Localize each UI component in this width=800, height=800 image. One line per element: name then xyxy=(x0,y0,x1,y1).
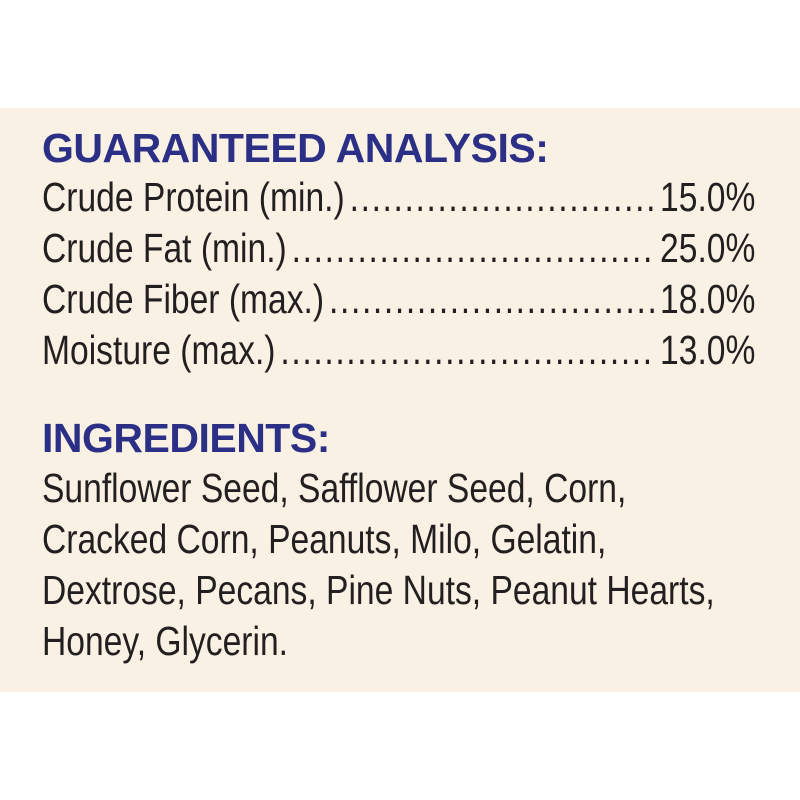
ingredients-line: Dextrose, Pecans, Pine Nuts, Peanut Hear… xyxy=(42,567,715,613)
row-value: 18.0% xyxy=(660,276,756,322)
ingredients-line: Cracked Corn, Peanuts, Milo, Gelatin, xyxy=(42,516,607,562)
row-value: 15.0% xyxy=(660,174,756,220)
ingredients-line: Sunflower Seed, Safflower Seed, Corn, xyxy=(42,465,627,511)
row-value: 25.0% xyxy=(660,225,756,271)
row-value: 13.0% xyxy=(660,327,756,373)
dot-leader xyxy=(350,172,656,223)
analysis-table: Crude Protein (min.) 15.0% Crude Fat (min… xyxy=(42,172,755,376)
dot-leader xyxy=(329,274,655,325)
ingredients-heading: INGREDIENTS: xyxy=(42,415,330,461)
row-label: Crude Protein (min.) xyxy=(42,174,345,220)
ingredients-line: Honey, Glycerin. xyxy=(42,618,289,664)
analysis-row: Crude Protein (min.) 15.0% xyxy=(42,172,755,223)
analysis-heading: GUARANTEED ANALYSIS: xyxy=(42,125,549,171)
dot-leader xyxy=(280,325,655,376)
analysis-row: Crude Fiber (max.) 18.0% xyxy=(42,274,755,325)
row-label: Moisture (max.) xyxy=(42,327,276,373)
analysis-row: Crude Fat (min.) 25.0% xyxy=(42,223,755,274)
ingredients-list: Sunflower Seed, Safflower Seed, Corn, Cr… xyxy=(42,463,755,667)
analysis-row: Moisture (max.) 13.0% xyxy=(42,325,755,376)
row-label: Crude Fat (min.) xyxy=(42,225,287,271)
row-label: Crude Fiber (max.) xyxy=(42,276,325,322)
dot-leader xyxy=(292,223,655,274)
